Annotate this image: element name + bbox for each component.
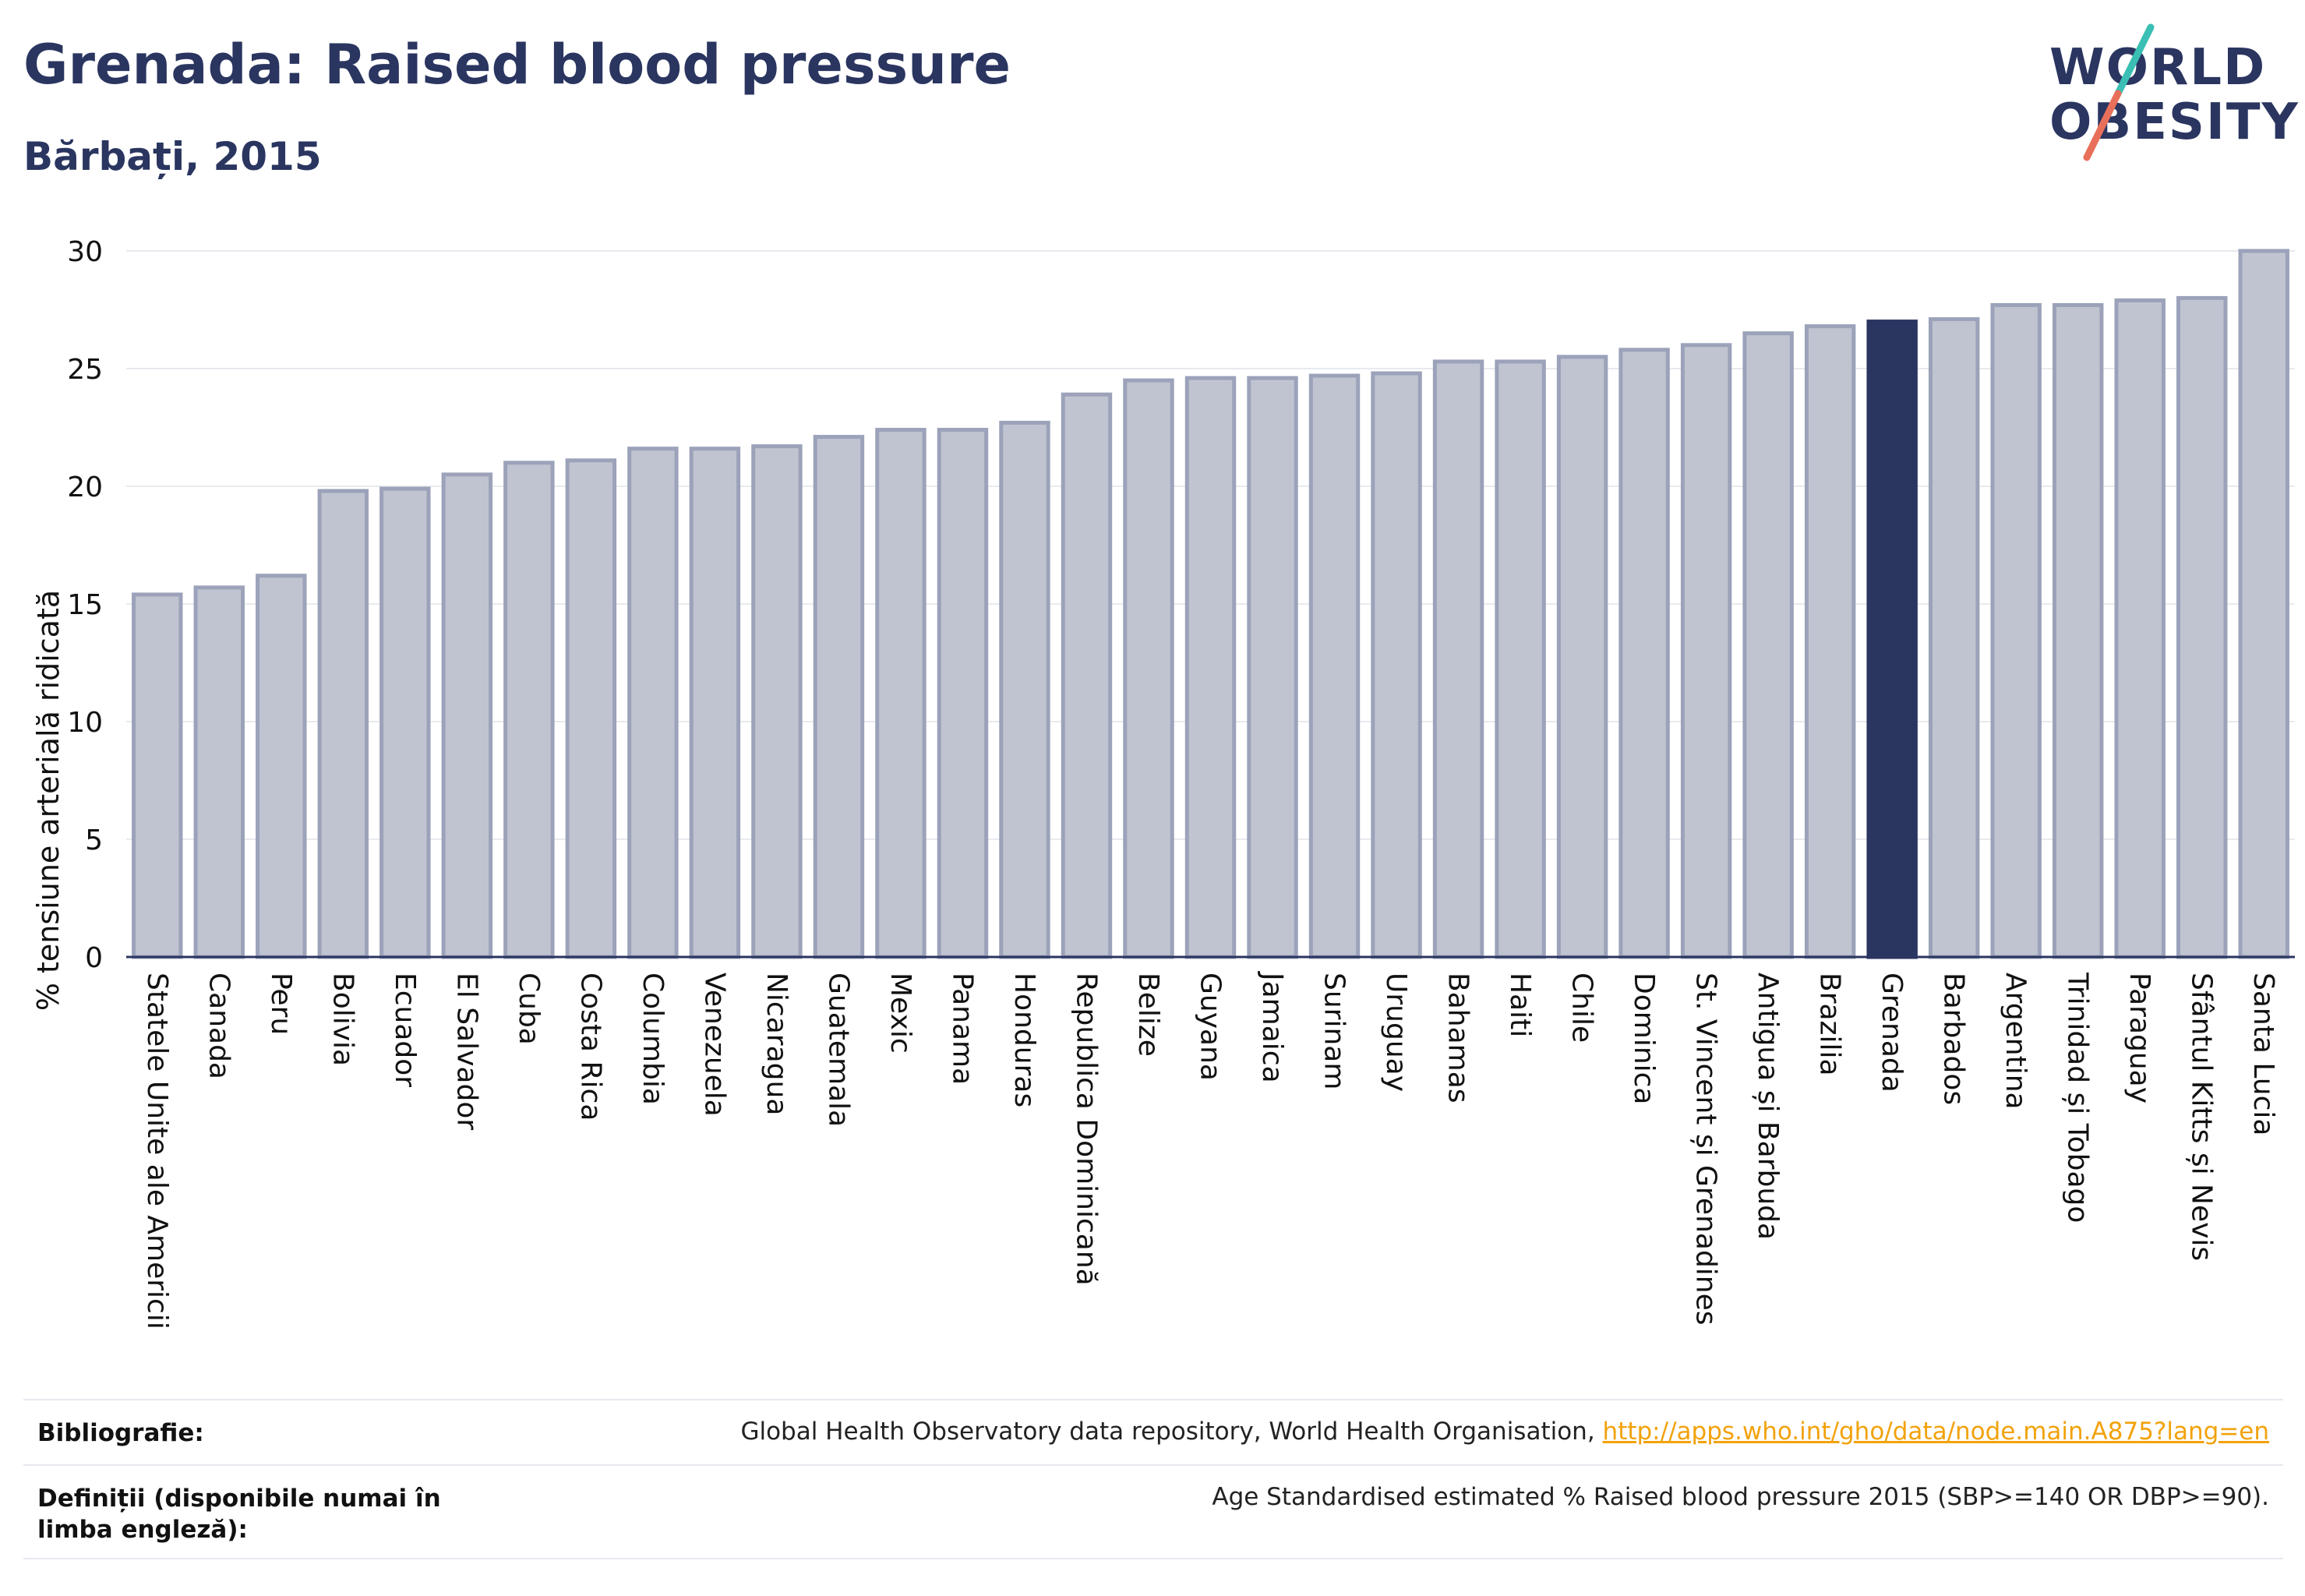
x-tick-labels: Statele Unite ale Americii Canada Peru Boli… (141, 971, 2279, 1329)
x-tick-label: Nicaragua (761, 973, 792, 1115)
definitions-label: Definiții (disponibile numai în limba en… (37, 1485, 441, 1544)
y-tick-label: 15 (67, 589, 103, 621)
x-tick-label: Ecuador (389, 973, 421, 1087)
x-tick-label: Dominica (1628, 973, 1660, 1105)
page-subtitle: Bărbați, 2015 (23, 134, 322, 179)
definitions-row: Definiții (disponibile numai în limba en… (23, 1464, 2283, 1559)
x-tick-label: Surinam (1318, 973, 1350, 1089)
bar[interactable] (441, 472, 493, 959)
bar[interactable] (2238, 249, 2289, 959)
bar-chart: 0 5 10 15 20 25 30 Statele Unite ale Americii C… (31, 236, 2295, 1329)
logo-slash-bottom (2083, 90, 2122, 161)
bar[interactable] (2052, 302, 2104, 959)
logo-word-world: WORLD (2049, 39, 2267, 97)
bibliography-row: Bibliografie: Global Health Observatory … (23, 1399, 2283, 1466)
bar[interactable] (1618, 348, 1670, 959)
bar[interactable] (1680, 343, 1732, 959)
bar[interactable] (1495, 359, 1546, 959)
bibliography-value: Global Health Observatory data repositor… (740, 1418, 2269, 1446)
y-tick-label: 10 (67, 707, 103, 739)
logo-slash-top (2114, 23, 2155, 97)
bar[interactable] (751, 444, 803, 959)
bar[interactable] (256, 574, 307, 959)
definitions-value: Age Standardised estimated % Raised bloo… (1212, 1483, 2269, 1511)
bar[interactable] (1123, 378, 1174, 959)
x-tick-label: Paraguay (2123, 973, 2155, 1103)
x-tick-label: Panama (946, 973, 978, 1085)
bar[interactable] (379, 486, 431, 959)
x-tick-label: Chile (1566, 973, 1598, 1043)
bar[interactable] (2114, 298, 2166, 959)
x-tick-label: Guyana (1195, 973, 1227, 1081)
world-obesity-logo[interactable]: WORLD OBESITY (2026, 16, 2299, 171)
footer: Bibliografie: Global Health Observatory … (23, 1399, 2283, 1566)
y-tick-labels: 0 5 10 15 20 25 30 (67, 236, 103, 974)
bar[interactable] (1184, 376, 1237, 959)
bars (132, 249, 2289, 959)
x-tick-label: Brazilia (1814, 973, 1846, 1076)
bar-highlighted[interactable] (1866, 320, 1918, 959)
x-tick-label: Honduras (1008, 973, 1040, 1107)
x-tick-label: Peru (265, 973, 297, 1035)
x-tick-label: Antigua și Barbuda (1752, 973, 1784, 1240)
x-tick-label: Santa Lucia (2247, 973, 2279, 1135)
bibliography-link[interactable]: http://apps.who.int/gho/data/node.main.A… (1602, 1418, 2269, 1446)
x-tick-label: Trinidad și Tobago (2062, 972, 2094, 1223)
bar[interactable] (875, 428, 927, 959)
x-tick-label: Mexic (884, 973, 916, 1054)
x-tick-label: Sfântul Kitts și Nevis (2186, 973, 2218, 1261)
y-tick-label: 5 (85, 824, 103, 856)
x-tick-label: Barbados (1938, 973, 1970, 1105)
bar[interactable] (565, 458, 617, 959)
y-tick-label: 0 (85, 942, 103, 974)
bar[interactable] (1804, 324, 1856, 959)
x-tick-label: St. Vincent și Grenadines (1690, 973, 1722, 1326)
x-tick-label: Venezuela (698, 973, 730, 1117)
x-tick-label: Columbia (637, 973, 669, 1105)
x-tick-label: Canada (203, 973, 235, 1079)
bar[interactable] (689, 447, 741, 959)
bar[interactable] (1990, 302, 2042, 959)
bibliography-label: Bibliografie: (37, 1419, 204, 1447)
bar[interactable] (1556, 355, 1608, 959)
x-tick-label: Guatemala (822, 973, 854, 1127)
y-tick-label: 20 (67, 471, 103, 503)
page-title: Grenada: Raised blood pressure (23, 33, 1011, 97)
bar[interactable] (2176, 295, 2228, 959)
bar[interactable] (627, 447, 679, 959)
bar[interactable] (937, 428, 989, 959)
logo-slash-icon (2083, 23, 2155, 161)
bar[interactable] (1928, 317, 1980, 959)
bar[interactable] (1371, 371, 1422, 959)
bibliography-text: Global Health Observatory data repositor… (740, 1418, 1603, 1446)
bar[interactable] (1742, 331, 1794, 959)
bar[interactable] (132, 592, 183, 959)
x-tick-label: Argentina (2000, 973, 2031, 1110)
x-tick-label: Cuba (513, 973, 545, 1045)
footer-bottom-border (23, 1558, 2283, 1559)
bar[interactable] (1432, 359, 1484, 959)
bar[interactable] (999, 420, 1050, 959)
x-tick-label: Haiti (1504, 973, 1536, 1037)
bar[interactable] (503, 461, 555, 959)
x-tick-label: Bolivia (327, 973, 358, 1066)
bar[interactable] (1061, 392, 1113, 959)
bar[interactable] (193, 585, 245, 959)
x-tick-label: Grenada (1876, 973, 1908, 1093)
x-tick-label: Bahamas (1442, 973, 1474, 1103)
y-axis-label: % tensiune arterială ridicată (31, 590, 65, 1011)
x-tick-label: Belize (1132, 973, 1164, 1057)
x-tick-label: Jamaica (1256, 971, 1288, 1083)
x-tick-label: Statele Unite ale Americii (141, 973, 173, 1329)
bar[interactable] (317, 489, 369, 959)
x-tick-label: Costa Rica (574, 973, 606, 1121)
bar[interactable] (1247, 376, 1298, 959)
y-tick-label: 30 (67, 236, 103, 268)
bar[interactable] (813, 435, 865, 959)
x-tick-label: Republica Dominicană (1070, 973, 1102, 1286)
x-tick-label: El Salvador (450, 973, 482, 1130)
y-tick-label: 25 (67, 354, 103, 386)
x-tick-label: Uruguay (1380, 973, 1412, 1092)
bar[interactable] (1308, 373, 1361, 959)
